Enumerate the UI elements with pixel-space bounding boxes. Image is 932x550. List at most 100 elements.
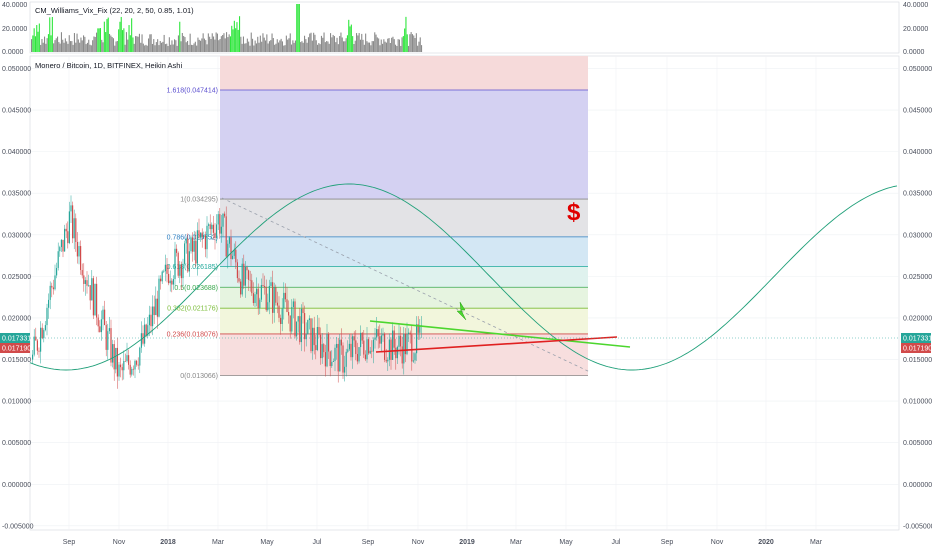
candle-body bbox=[51, 285, 53, 288]
vix-bar bbox=[99, 28, 101, 52]
vix-bar bbox=[274, 44, 276, 52]
vix-bar bbox=[51, 16, 53, 52]
y-tick-label: 0.030000 bbox=[903, 232, 932, 239]
candle-body bbox=[204, 235, 206, 250]
vix-bar bbox=[335, 42, 337, 52]
candle-body bbox=[326, 333, 328, 367]
y-tick-label: -0.005000 bbox=[2, 523, 34, 530]
vix-bar bbox=[46, 38, 48, 52]
vix-bar bbox=[106, 19, 108, 52]
candle-body bbox=[259, 299, 261, 309]
candle-body bbox=[72, 205, 74, 239]
candle-body bbox=[126, 355, 128, 362]
vix-bar bbox=[408, 45, 410, 52]
vix-bar bbox=[136, 36, 138, 52]
vix-bar bbox=[362, 39, 364, 52]
vix-bar bbox=[387, 38, 389, 52]
vix-bar bbox=[285, 35, 287, 52]
candle-body bbox=[148, 314, 150, 326]
candle-body bbox=[137, 364, 139, 366]
vix-bar bbox=[324, 42, 326, 52]
candle-body bbox=[59, 247, 61, 252]
x-tick-label: Nov bbox=[412, 539, 425, 546]
vix-bar bbox=[224, 38, 226, 52]
vix-bar bbox=[365, 33, 367, 52]
vix-bar bbox=[197, 37, 199, 52]
vix-bar bbox=[395, 44, 397, 52]
vix-bar bbox=[118, 29, 120, 52]
candle-body bbox=[174, 248, 176, 280]
vix-bar bbox=[289, 33, 291, 52]
vix-bar bbox=[73, 33, 75, 52]
candle-body bbox=[385, 359, 387, 362]
vix-bar bbox=[280, 38, 282, 52]
vix-bar bbox=[331, 37, 333, 52]
sine-wave-projection bbox=[29, 183, 898, 371]
candle-body bbox=[369, 350, 371, 354]
candle-body bbox=[56, 267, 58, 276]
candle-body bbox=[140, 333, 142, 348]
vix-bar bbox=[55, 38, 57, 52]
y-tick-label: 0.005000 bbox=[2, 440, 31, 447]
vix-bar bbox=[58, 42, 60, 52]
vix-bar bbox=[328, 43, 330, 52]
candle-body bbox=[350, 343, 352, 358]
green-breakout-arrow-icon bbox=[456, 301, 467, 321]
vix-bar bbox=[192, 45, 194, 52]
candle-body bbox=[76, 241, 78, 257]
vix-bar bbox=[240, 36, 242, 52]
candle-body bbox=[280, 317, 282, 324]
vix-bar bbox=[304, 35, 306, 52]
candle-body bbox=[291, 307, 293, 332]
vix-bar bbox=[255, 43, 257, 52]
vix-bar bbox=[369, 42, 371, 52]
candle-body bbox=[228, 237, 230, 244]
candle-body bbox=[284, 292, 286, 300]
candle-body bbox=[78, 246, 80, 257]
vix-bar bbox=[253, 45, 255, 52]
candle-body bbox=[294, 301, 296, 337]
vix-bar bbox=[185, 42, 187, 52]
vix-bar bbox=[101, 39, 103, 52]
vix-bar bbox=[372, 41, 374, 52]
vix-bar bbox=[235, 28, 237, 52]
candle-body bbox=[352, 336, 354, 358]
vix-bar bbox=[112, 38, 114, 52]
indicator-tick: 40.0000 bbox=[2, 2, 27, 9]
vix-bar bbox=[305, 39, 307, 52]
vix-bar bbox=[175, 40, 177, 52]
last-price-badge-left bbox=[0, 333, 30, 343]
candle-body bbox=[198, 230, 200, 238]
candle-body bbox=[32, 354, 34, 360]
x-tick-label: Mar bbox=[510, 539, 523, 546]
candle-body bbox=[252, 293, 254, 304]
candle-body bbox=[360, 332, 362, 348]
vix-bar bbox=[294, 40, 296, 52]
vix-bar bbox=[341, 37, 343, 52]
candle-body bbox=[297, 316, 299, 322]
candle-body bbox=[412, 360, 414, 362]
vix-bar bbox=[326, 41, 328, 52]
vix-bar bbox=[242, 36, 244, 52]
vix-bar bbox=[396, 45, 398, 52]
vix-bar bbox=[167, 45, 169, 52]
candle-body bbox=[387, 359, 389, 362]
chart-title: Monero / Bitcoin, 1D, BITFINEX, Heikin A… bbox=[35, 61, 182, 70]
vix-bar bbox=[275, 43, 277, 52]
vix-bar bbox=[84, 36, 86, 52]
x-tick-label: 2019 bbox=[459, 539, 475, 546]
dashed-downtrend-line bbox=[221, 197, 591, 373]
candle-body bbox=[249, 279, 251, 281]
vix-bar bbox=[409, 34, 411, 52]
vix-bar bbox=[210, 39, 212, 52]
candle-body bbox=[396, 346, 398, 359]
y-tick-label: 0.050000 bbox=[903, 66, 932, 73]
candle-body bbox=[107, 331, 109, 350]
candle-body bbox=[313, 327, 315, 346]
vix-bar bbox=[245, 43, 247, 52]
vix-bar bbox=[233, 20, 235, 52]
vix-bar bbox=[200, 40, 202, 52]
candle-body bbox=[395, 347, 397, 359]
indicator-tick: 20.0000 bbox=[903, 26, 928, 33]
